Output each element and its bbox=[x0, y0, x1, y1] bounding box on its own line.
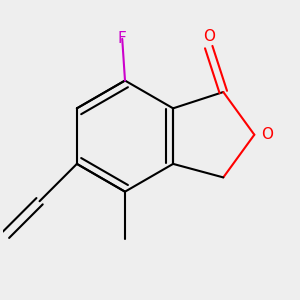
Text: O: O bbox=[203, 29, 215, 44]
Text: O: O bbox=[261, 127, 273, 142]
Text: F: F bbox=[118, 32, 127, 46]
